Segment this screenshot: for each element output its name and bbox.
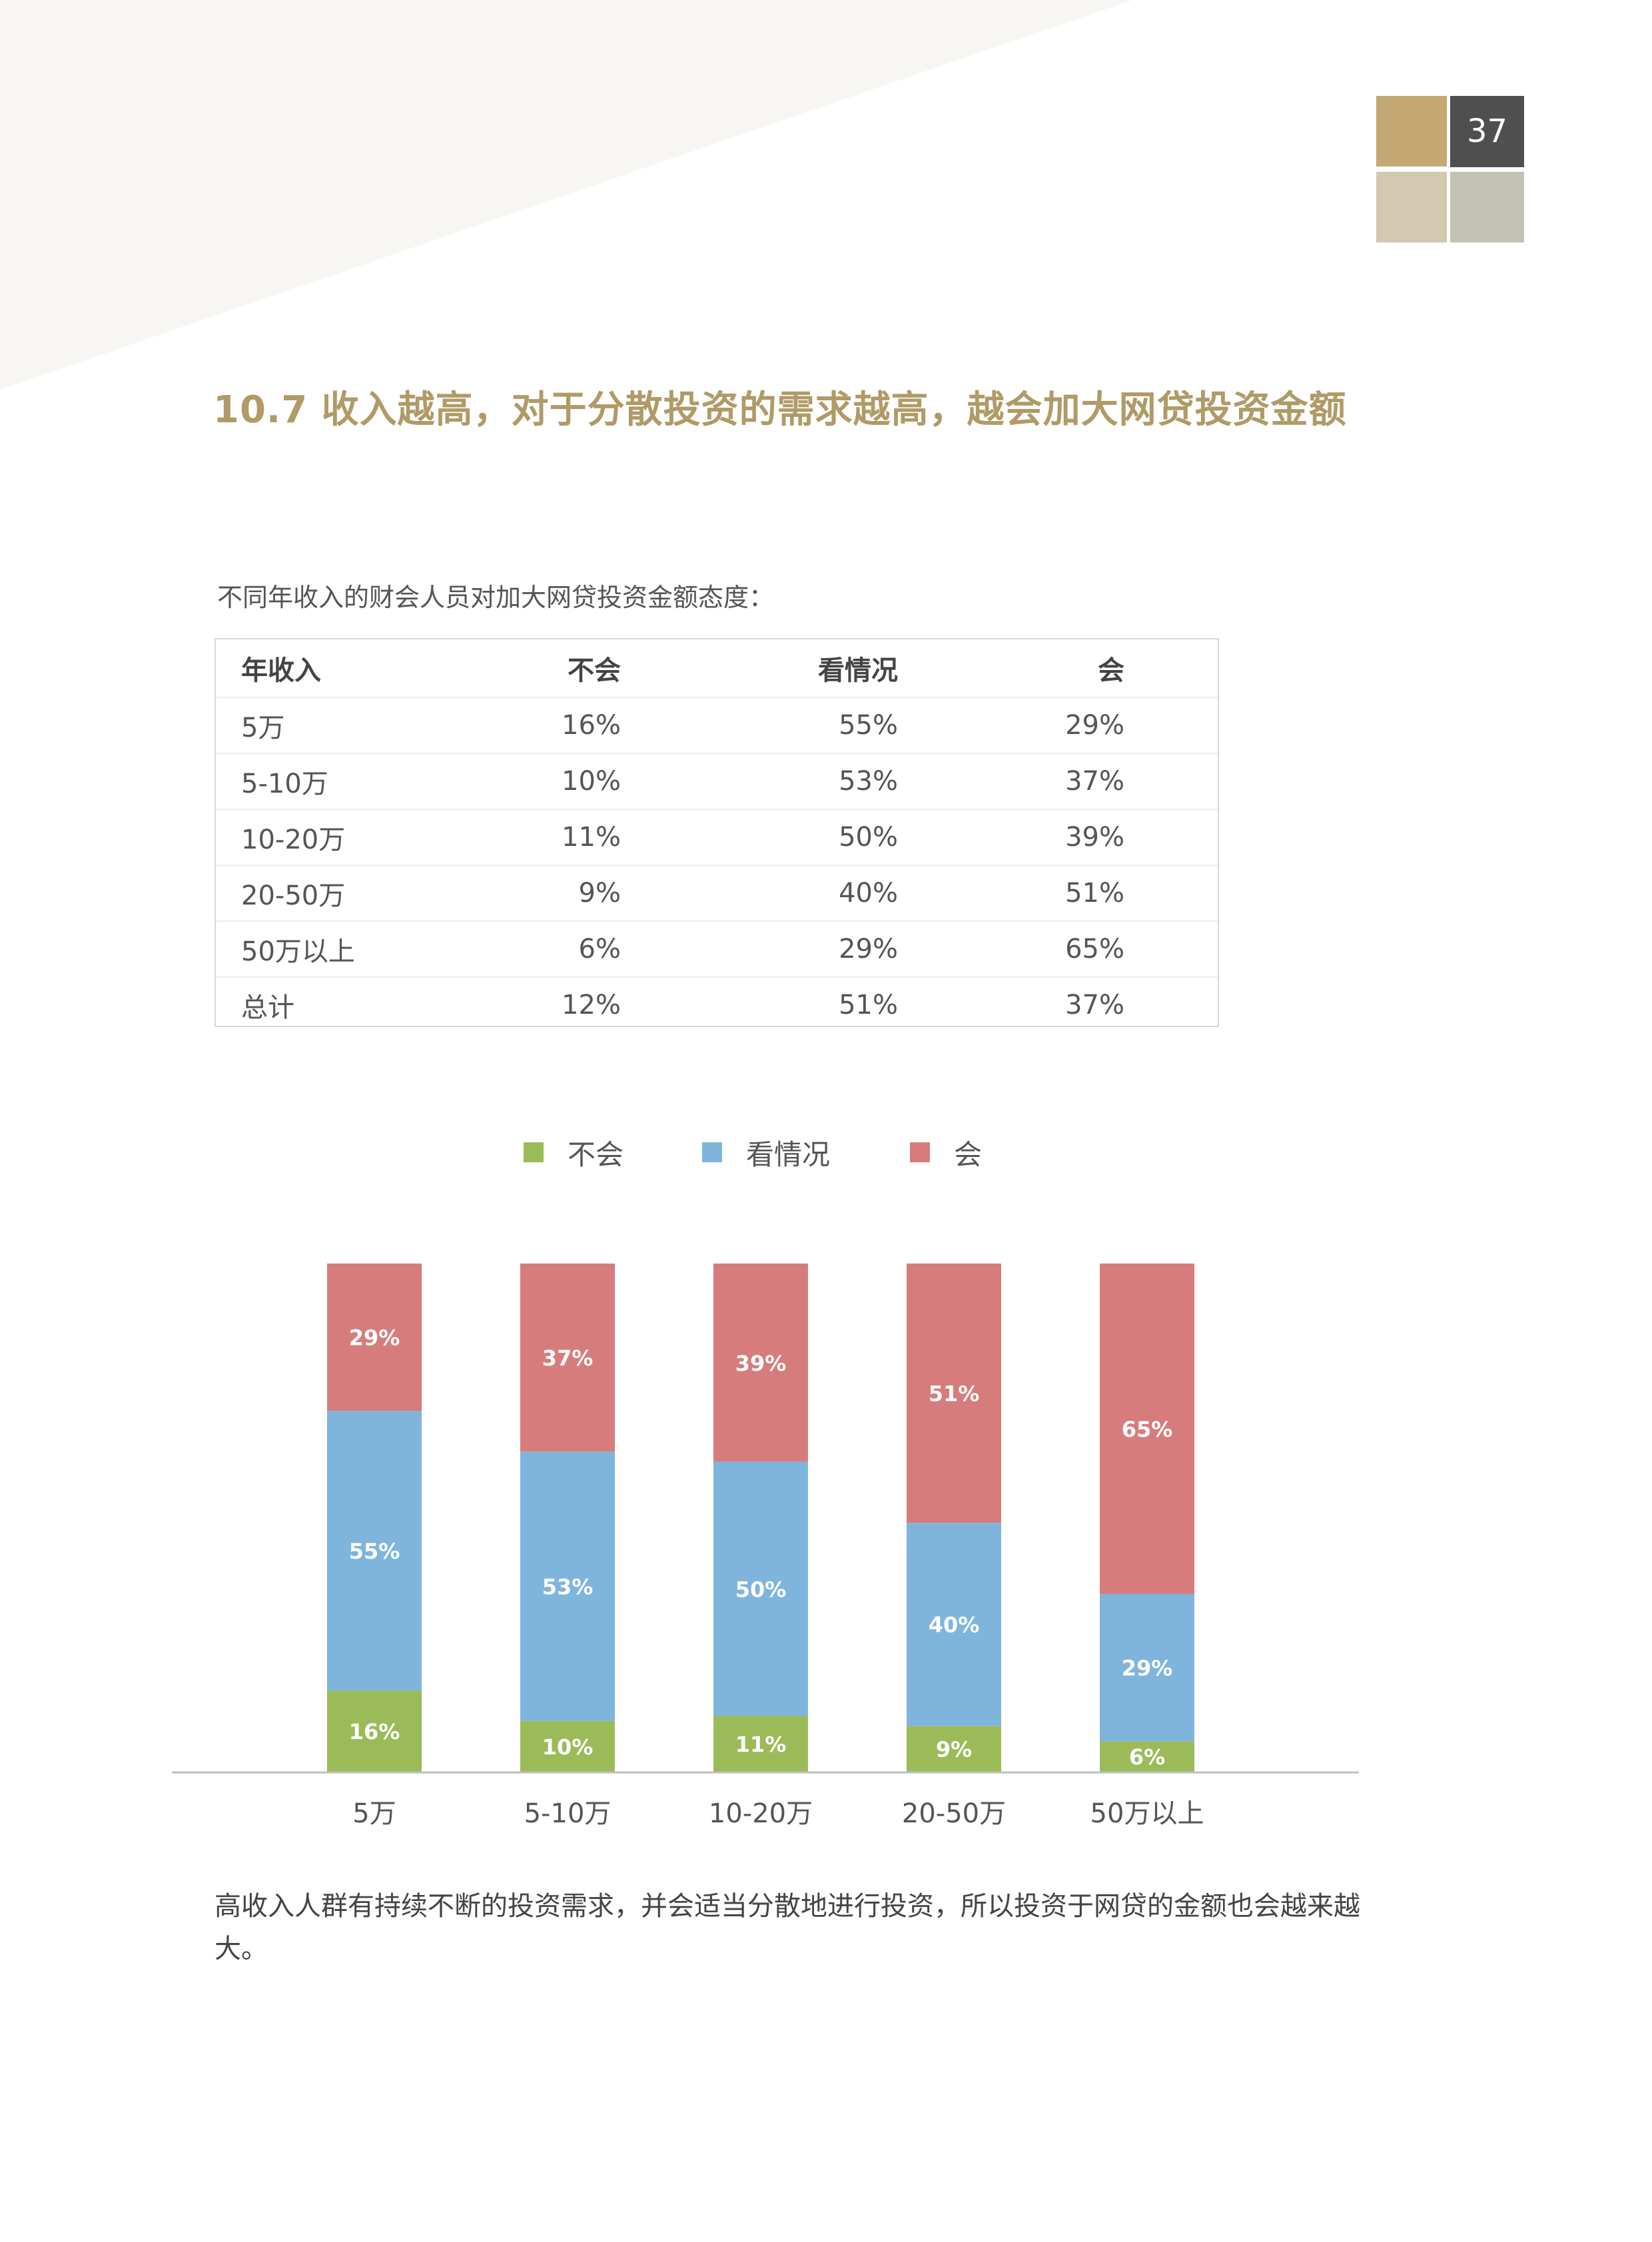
cell-no: 10% [514, 753, 621, 810]
cell-yes: 51% [898, 865, 1124, 922]
header-income: 年收入 [216, 639, 514, 698]
cell-depends: 29% [621, 921, 898, 978]
header-depends: 看情况 [621, 639, 898, 698]
table-row: 总计 12% 51% 37% [216, 977, 1218, 1032]
bar-segment [327, 1690, 422, 1772]
body-paragraph: 高收入人群有持续不断的投资需求，并会适当分散地进行投资，所以投资于网贷的金额也会… [214, 1891, 1360, 1964]
cell-income: 50万以上 [216, 921, 514, 978]
x-tick-label: 5万 [352, 1798, 396, 1829]
legend-label-yes: 会 [954, 1138, 983, 1171]
data-label: 11% [735, 1732, 787, 1757]
badge-square-beige [1376, 172, 1447, 242]
bar-segment [327, 1411, 422, 1690]
data-label: 9% [936, 1737, 972, 1762]
data-label: 50% [735, 1577, 787, 1602]
chart-legend: 不会 看情况 会 [0, 1132, 1652, 1172]
table-row: 5-10万 10% 53% 37% [216, 753, 1218, 810]
cell-income: 5万 [216, 697, 514, 754]
header-yes: 会 [898, 639, 1124, 698]
data-label: 55% [349, 1539, 400, 1564]
cell-no: 6% [514, 921, 621, 978]
bar-segment [1100, 1741, 1194, 1772]
bar-segment [520, 1720, 615, 1772]
x-tick-label: 20-50万 [902, 1798, 1006, 1829]
bar-segment [520, 1264, 615, 1452]
legend-swatch-no [524, 1142, 544, 1162]
cell-yes: 65% [898, 921, 1124, 978]
cell-no: 16% [514, 697, 621, 754]
stacked-bar-chart: 16% 55% 29% 5万 10% 53% 37% 5-10万 11% 50% 39% 10-20万… [172, 1264, 1359, 1829]
bar-segment [1100, 1593, 1194, 1742]
bar-segment [327, 1264, 422, 1411]
cell-yes: 39% [898, 809, 1124, 866]
cell-yes: 37% [898, 753, 1124, 810]
data-label: 37% [542, 1345, 594, 1371]
badge-square-gold [1376, 96, 1447, 167]
cell-yes: 29% [898, 697, 1124, 754]
table-row: 20-50万 9% 40% 51% [216, 865, 1218, 922]
legend-item-no: 不会 [524, 1132, 623, 1172]
data-label: 16% [349, 1719, 400, 1744]
section-heading: 10.7 收入越高，对于分散投资的需求越高，越会加大网贷投资金额 [213, 388, 1347, 432]
cell-income: 5-10万 [216, 753, 514, 810]
table-caption: 不同年收入的财会人员对加大网贷投资金额态度： [217, 583, 775, 612]
cell-income: 10-20万 [216, 809, 514, 866]
data-label: 40% [929, 1613, 980, 1638]
data-label: 6% [1129, 1744, 1165, 1770]
bar-segment [1100, 1264, 1194, 1594]
legend-swatch-yes [910, 1142, 930, 1162]
table-row: 10-20万 11% 50% 39% [216, 809, 1218, 866]
bar-segment [907, 1726, 1001, 1772]
table-header-row: 年收入 不会 看情况 会 [216, 639, 1218, 698]
bar-segment [713, 1716, 808, 1772]
cell-depends: 50% [621, 809, 898, 866]
cell-income: 总计 [241, 992, 294, 1023]
data-label: 29% [1122, 1656, 1173, 1681]
cell-depends: 53% [621, 753, 898, 810]
bar-segment [520, 1451, 615, 1721]
cell-yes: 37% [1065, 990, 1124, 1020]
badge-square-dark [1450, 96, 1524, 167]
data-label: 53% [542, 1575, 594, 1600]
cell-depends: 55% [621, 697, 898, 754]
cell-no: 12% [562, 990, 621, 1020]
x-tick-label: 10-20万 [709, 1798, 813, 1829]
data-label: 51% [929, 1381, 980, 1407]
income-attitude-table: 年收入 不会 看情况 会 5万 16% 55% 29% 5-10万 10% 53… [214, 638, 1219, 1027]
cell-depends: 40% [621, 865, 898, 922]
cell-income: 20-50万 [216, 865, 514, 922]
legend-item-yes: 会 [910, 1132, 982, 1172]
legend-label-depends: 看情况 [746, 1138, 831, 1171]
table-row: 5万 16% 55% 29% [216, 697, 1218, 754]
data-label: 65% [1122, 1417, 1173, 1442]
header-no: 不会 [514, 639, 621, 698]
table-row: 50万以上 6% 29% 65% [216, 921, 1218, 978]
bar-segment [713, 1264, 808, 1462]
x-tick-label: 5-10万 [524, 1798, 612, 1829]
cell-no: 9% [514, 865, 621, 922]
legend-swatch-depends [702, 1142, 722, 1162]
legend-item-depends: 看情况 [702, 1132, 830, 1172]
badge-square-grey [1450, 172, 1524, 242]
cell-depends: 51% [839, 990, 898, 1020]
data-label: 29% [349, 1325, 400, 1351]
background-wedge [0, 0, 1132, 390]
bar-segment [713, 1461, 808, 1716]
x-tick-label: 50万以上 [1090, 1798, 1204, 1829]
page-badge [1376, 96, 1524, 244]
bar-segment [907, 1523, 1001, 1726]
data-label: 10% [542, 1734, 594, 1760]
legend-label-no: 不会 [568, 1138, 624, 1171]
page-number: 37 [1466, 113, 1508, 150]
bar-segment [907, 1264, 1001, 1523]
cell-no: 11% [514, 809, 621, 866]
data-label: 39% [735, 1351, 787, 1376]
